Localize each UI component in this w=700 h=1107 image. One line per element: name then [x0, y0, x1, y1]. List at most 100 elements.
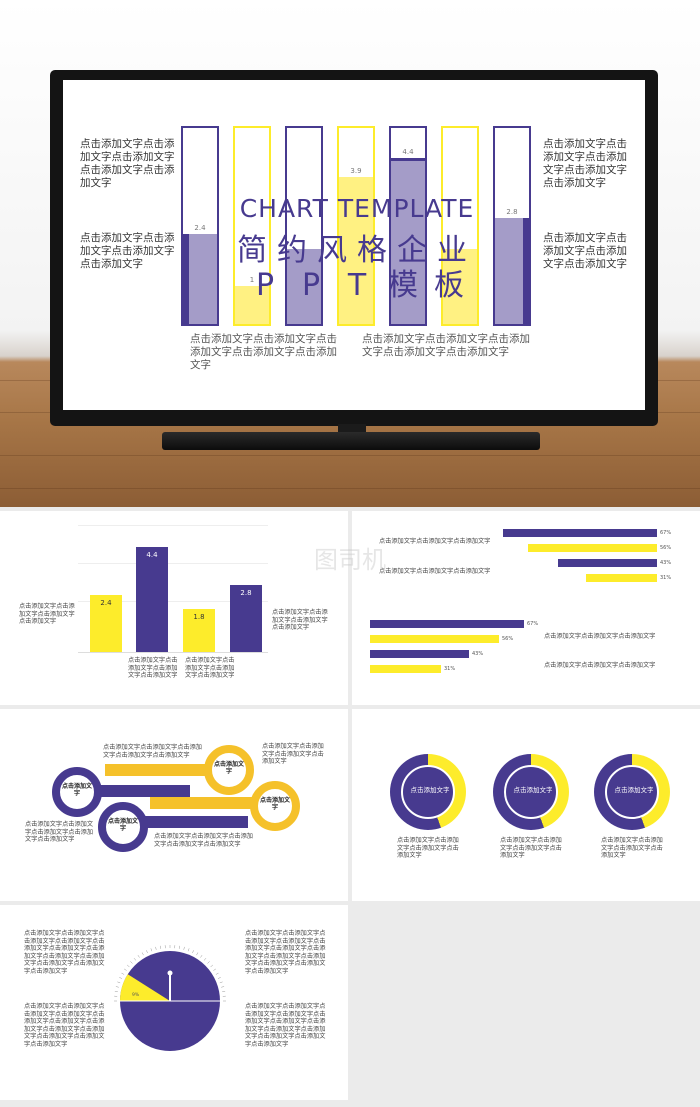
- pie-tick: [155, 946, 157, 950]
- pie-tick: [130, 961, 133, 964]
- pie-tick: [137, 954, 140, 958]
- bar-label: 1.8: [193, 613, 205, 621]
- ring-label: 点击添加文字: [614, 786, 654, 794]
- hero-title-en: CHART TEMPLATE: [239, 194, 475, 223]
- pie-tick: [126, 964, 130, 968]
- slide2-text-1: 点击添加文字点击添加文字点击添加文字: [379, 538, 491, 545]
- slide1-text-bottom-b: 点击添加文字点击添加文字点击添加文字点击添加文字: [185, 657, 235, 680]
- hbar: [370, 650, 469, 658]
- pie-chart: 9%: [114, 945, 226, 1051]
- slide2-text-4: 点击添加文字点击添加文字点击添加文字: [544, 662, 656, 669]
- flow-circle-4: 点击添加文字: [98, 802, 148, 852]
- hbar-label: 31%: [660, 575, 672, 581]
- hero-bar-frame: 3.9: [337, 126, 375, 326]
- hero-bar: [339, 177, 373, 324]
- slide2-text-3: 点击添加文字点击添加文字点击添加文字: [544, 633, 656, 640]
- bar-label: 2.8: [240, 589, 252, 597]
- hbar: [370, 665, 441, 673]
- hero-bar-label: 2.4: [194, 224, 206, 232]
- pie-tick: [123, 968, 127, 971]
- hero-bar-label: 4.4: [402, 148, 414, 156]
- bar-label: 4.4: [146, 551, 158, 559]
- pie-tick: [141, 952, 144, 956]
- flow-circle-label: 点击添加文字: [213, 761, 244, 775]
- hbar-group-bottom: 67% 56% 43% 31%: [370, 620, 550, 686]
- slide3-text-top: 点击添加文字点击添加文字点击添加文字点击添加文字点击添加文字: [103, 744, 202, 759]
- hbar-label: 31%: [444, 666, 456, 672]
- title-char: 模: [388, 268, 418, 303]
- hero-bar-label: 2.8: [506, 208, 518, 216]
- ring-text-1: 点击添加文字点击添加文字点击添加文字点击添加文字: [397, 837, 459, 860]
- pie-tick: [146, 950, 148, 954]
- pie-tick: [114, 991, 118, 993]
- slide5-text-bottom-left: 点击添加文字点击添加文字点击添加文字点击添加文字点击添加文字点击添加文字点击添加…: [24, 1003, 105, 1048]
- gridline: [78, 601, 268, 602]
- pie-tick: [200, 954, 203, 958]
- bar-plot-area: 2.4 4.4 1.8 2.8: [78, 538, 268, 652]
- slide-bar-chart[interactable]: 2.4 4.4 1.8 2.8 点击添加文字点击添加文字点击添加文字点击添加文字 点击…: [0, 511, 348, 705]
- slide-horizontal-bars[interactable]: 点击添加文字点击添加文字点击添加文字 点击添加文字点击添加文字点击添加文字 点击…: [352, 511, 700, 705]
- pie-tick: [160, 945, 162, 949]
- hbar: [370, 620, 524, 628]
- hero-bar: [443, 249, 477, 324]
- pie-tick: [192, 950, 194, 954]
- ring-chart-3: 点击添加文字: [594, 754, 670, 830]
- hero-bar-frame: [441, 126, 479, 326]
- pie-tick: [213, 968, 217, 971]
- hero-text-right-bottom: 点击添加文字点击添加文字点击添加文字点击添加文字: [543, 232, 627, 270]
- pie-tick: [196, 952, 199, 956]
- ring-chart-2: 点击添加文字: [493, 754, 569, 830]
- hero-bar: [287, 249, 321, 324]
- hbar: [586, 574, 657, 582]
- hero-bar-label: 3.9: [350, 167, 362, 175]
- slide2-text-2: 点击添加文字点击添加文字点击添加文字: [379, 568, 491, 575]
- hbar-label: 67%: [527, 621, 539, 627]
- hbar: [503, 529, 657, 537]
- bar-label: 2.4: [100, 599, 112, 607]
- slide-pie-gauge[interactable]: 点击添加文字点击添加文字点击添加文字点击添加文字点击添加文字点击添加文字点击添加…: [0, 905, 348, 1100]
- hero-bar-chart: 2.4 1 3.9 4.4 2.8: [63, 80, 645, 410]
- bar: 2.8: [230, 585, 262, 652]
- pie-tick: [221, 986, 225, 988]
- hero-bar: [495, 218, 529, 324]
- hbar-label: 67%: [660, 530, 672, 536]
- hero-text-left-bottom: 点击添加文字点击添加文字点击添加文字点击添加文字: [80, 232, 175, 270]
- pie-tick: [217, 977, 221, 979]
- gridline: [78, 563, 268, 564]
- pie-tick: [117, 981, 121, 984]
- hero-text-left-top: 点击添加文字点击添加文字点击添加文字点击添加文字点击添加文字: [80, 138, 175, 189]
- monitor-screen: 2.4 1 3.9 4.4 2.8 点击添加文字点击添加文字点击添加文字点击添加文字点击…: [63, 80, 645, 410]
- pie-tick: [215, 972, 219, 975]
- hero-bar: [183, 234, 217, 324]
- hero-bar: [391, 158, 425, 324]
- connector-bar: [132, 816, 248, 828]
- hero-bar-frame: [285, 126, 323, 326]
- hero-bar-label: 1: [249, 276, 255, 284]
- pie-tick: [222, 991, 226, 993]
- pie-slice-highlight: [120, 974, 170, 1001]
- flow-circle-label: 点击添加文字: [259, 797, 290, 811]
- flow-circle-1: 点击添加文字: [52, 767, 102, 817]
- ring-text-2: 点击添加文字点击添加文字点击添加文字点击添加文字: [500, 837, 562, 860]
- slide1-text-bottom-a: 点击添加文字点击添加文字点击添加文字点击添加文字: [128, 657, 178, 680]
- title-char: P: [301, 268, 321, 303]
- slide5-text-top-right: 点击添加文字点击添加文字点击添加文字点击添加文字点击添加文字点击添加文字点击添加…: [245, 930, 326, 975]
- slide5-text-bottom-right: 点击添加文字点击添加文字点击添加文字点击添加文字点击添加文字点击添加文字点击添加…: [245, 1003, 326, 1048]
- pie-tick: [207, 961, 210, 964]
- hero-text-bottom-left: 点击添加文字点击添加文字点击添加文字点击添加文字点击添加文字: [190, 333, 337, 371]
- pie-tick: [121, 972, 125, 975]
- hbar: [558, 559, 657, 567]
- hero-bar-frame: 2.4: [181, 126, 219, 326]
- hbar-label: 43%: [472, 651, 484, 657]
- hero-bar: [235, 286, 269, 324]
- title-char: T: [347, 268, 367, 303]
- hero-title-cn: 简约风格企业: [237, 233, 477, 268]
- slide-circle-flow[interactable]: 点击添加文字 点击添加文字 点击添加文字 点击添加文字 点击添加文字点击添加文字…: [0, 709, 348, 901]
- pie-tick: [178, 945, 180, 949]
- hero-text-right-top: 点击添加文字点击添加文字点击添加文字点击添加文字点击添加文字: [543, 138, 627, 189]
- pie-tick: [133, 957, 137, 961]
- slide-ring-charts[interactable]: 点击添加文字 点击添加文字 点击添加文字 点击添加文字点击添加文字点击添加文字点…: [352, 709, 700, 901]
- hbar: [528, 544, 657, 552]
- monitor-stand: [162, 432, 540, 450]
- pie-tick: [210, 964, 214, 968]
